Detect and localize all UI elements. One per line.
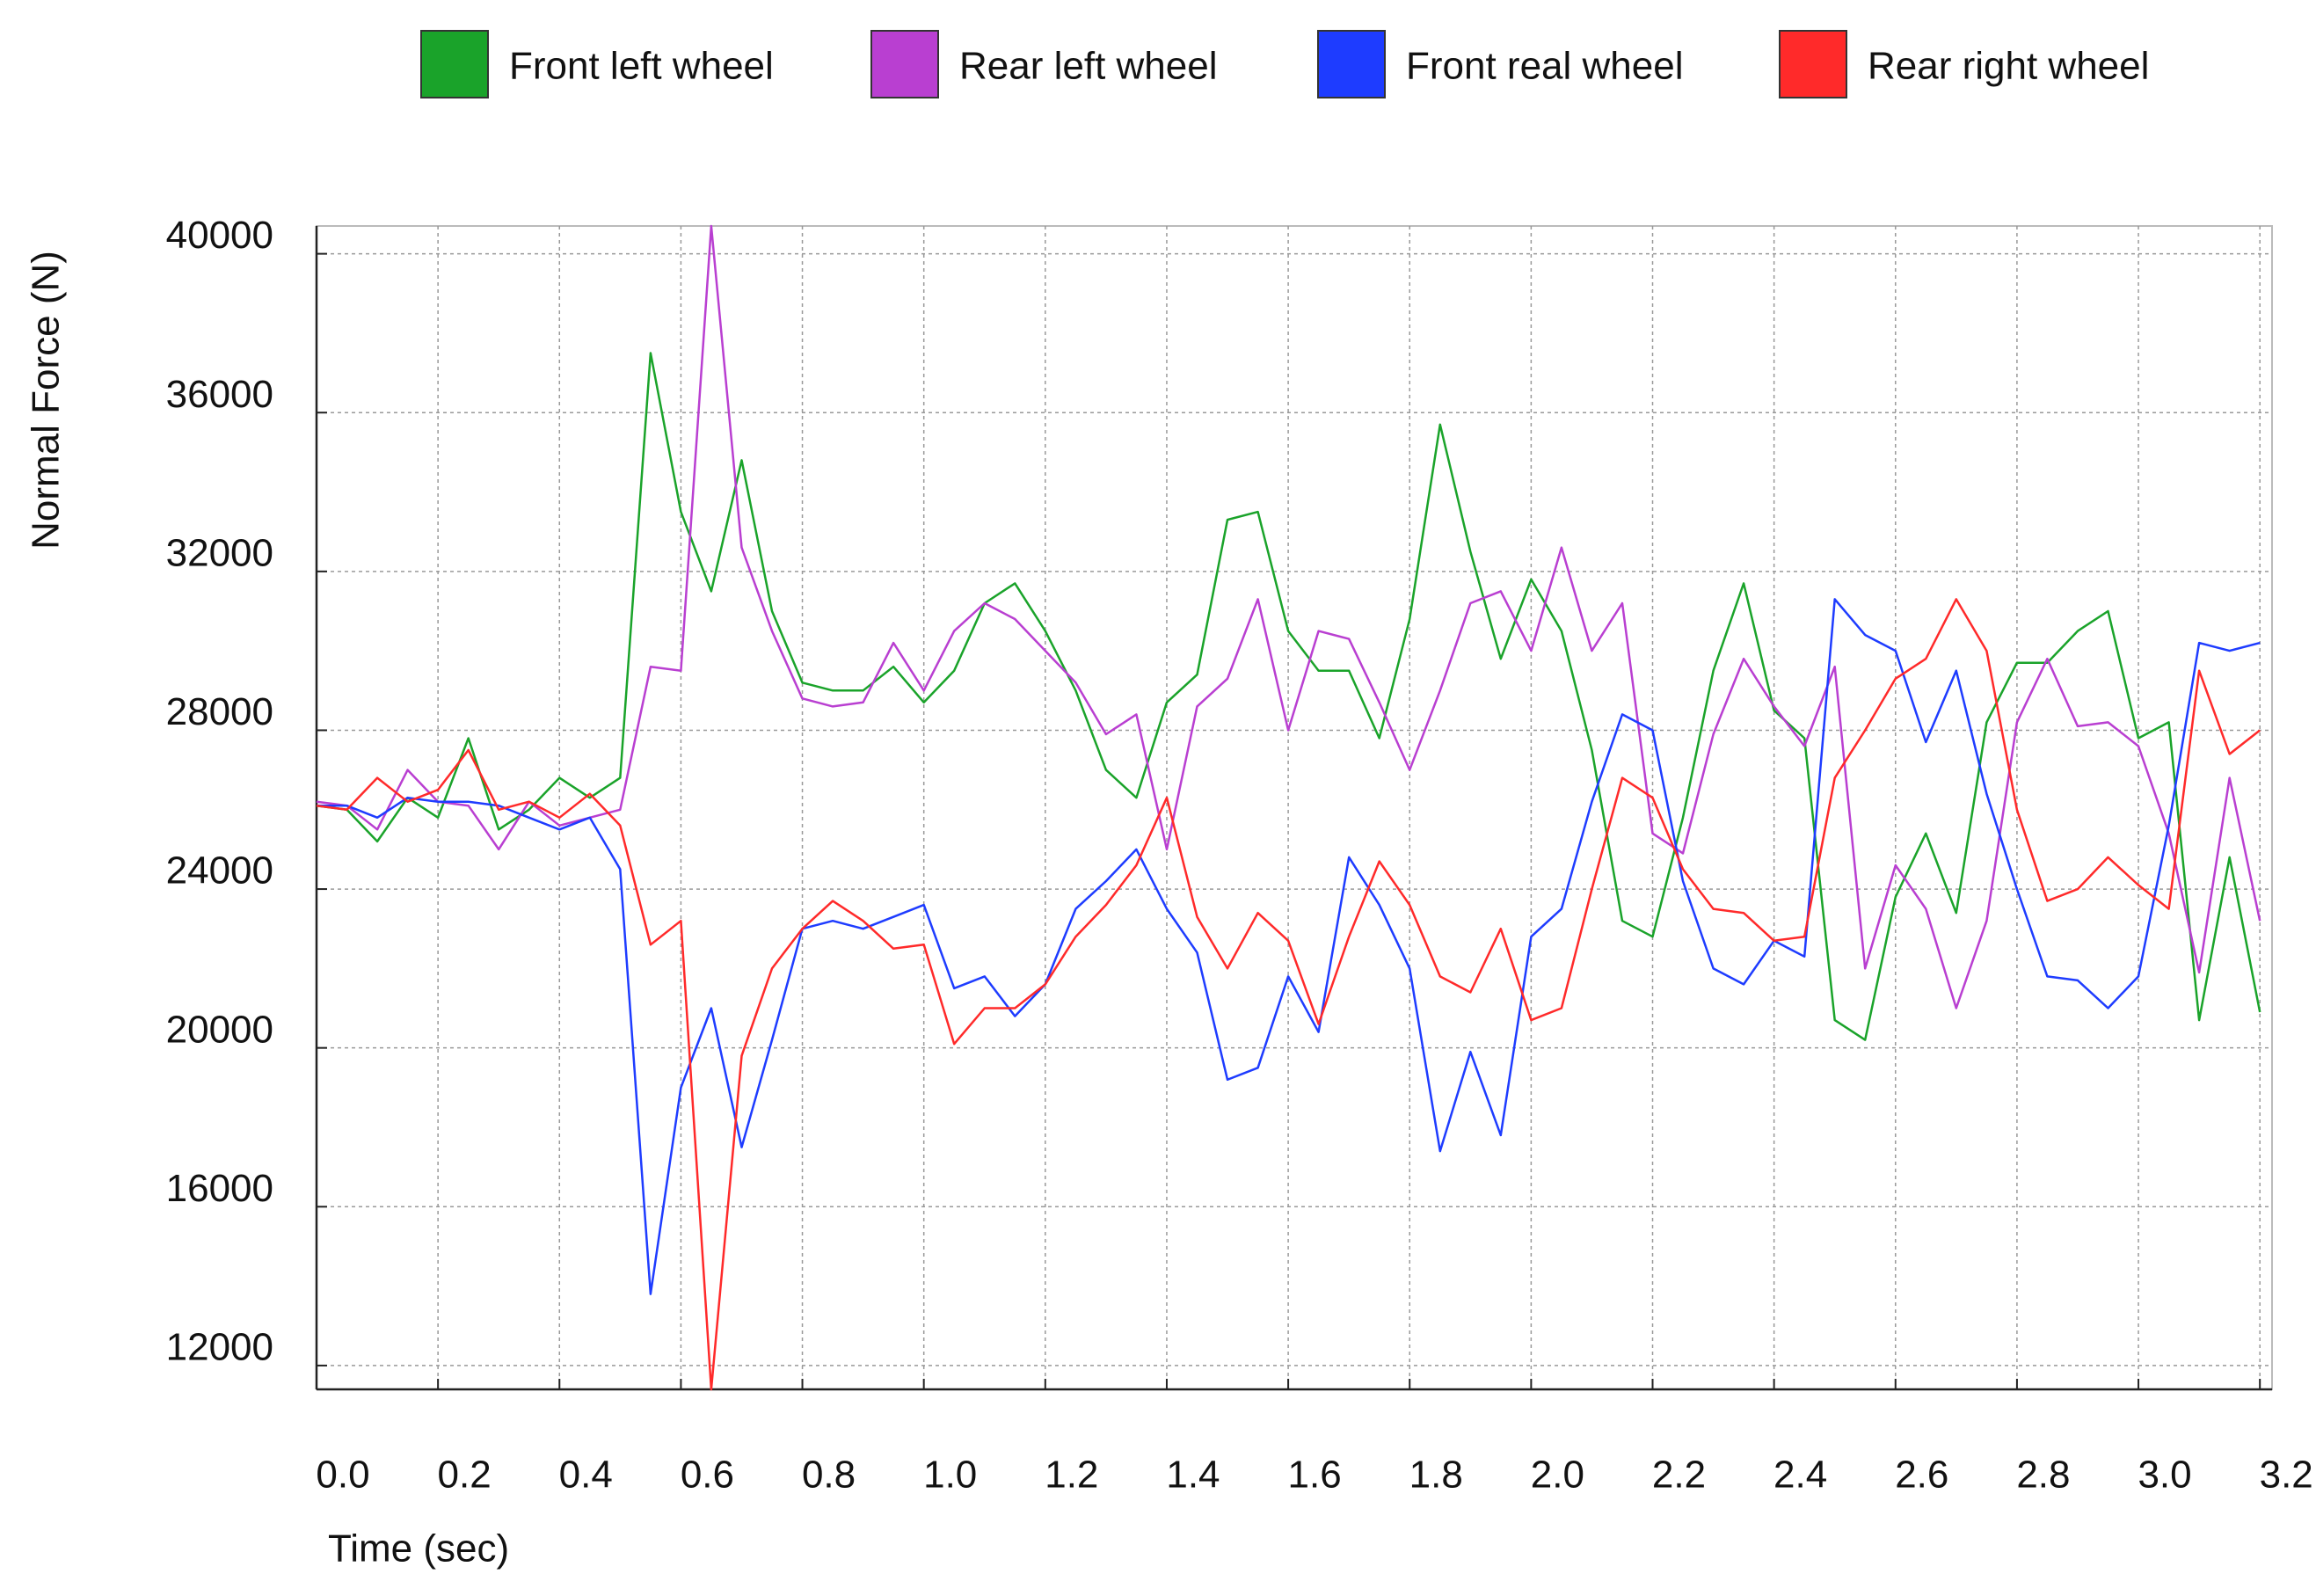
legend-swatch xyxy=(870,30,939,98)
x-tick-label: 1.2 xyxy=(1045,1454,1098,1497)
x-tick-label: 1.0 xyxy=(923,1454,977,1497)
legend-swatch xyxy=(1317,30,1386,98)
legend-label: Front real wheel xyxy=(1406,45,1683,88)
x-tick-label: 2.2 xyxy=(1652,1454,1706,1497)
x-tick-label: 2.4 xyxy=(1773,1454,1827,1497)
x-tick-label: 0.4 xyxy=(559,1454,613,1497)
series-line xyxy=(316,352,2261,1041)
x-tick-label: 0.0 xyxy=(316,1454,369,1497)
y-tick-label: 24000 xyxy=(166,849,273,893)
x-tick-label: 0.6 xyxy=(681,1454,734,1497)
plot-area xyxy=(316,225,2273,1390)
y-tick-label: 36000 xyxy=(166,373,273,416)
series-line xyxy=(316,598,2261,1391)
x-tick-label: 0.2 xyxy=(438,1454,492,1497)
series-line xyxy=(317,598,2261,1295)
y-tick-label: 16000 xyxy=(166,1167,273,1210)
legend-label: Front left wheel xyxy=(509,45,774,88)
legend-label: Rear right wheel xyxy=(1868,45,2149,88)
x-tick-label: 1.4 xyxy=(1166,1454,1220,1497)
y-tick-label: 20000 xyxy=(166,1008,273,1051)
x-tick-label: 2.0 xyxy=(1531,1454,1584,1497)
legend-swatch xyxy=(1779,30,1847,98)
legend-label: Rear left wheel xyxy=(959,45,1217,88)
x-tick-label: 3.2 xyxy=(2260,1454,2313,1497)
series-line xyxy=(316,224,2261,1009)
x-tick-label: 2.8 xyxy=(2016,1454,2070,1497)
x-tick-label: 0.8 xyxy=(802,1454,856,1497)
x-tick-label: 3.0 xyxy=(2138,1454,2191,1497)
x-tick-label: 1.6 xyxy=(1288,1454,1342,1497)
x-tick-label: 1.8 xyxy=(1409,1454,1463,1497)
y-tick-label: 32000 xyxy=(166,531,273,574)
y-tick-label: 28000 xyxy=(166,690,273,733)
y-tick-label: 12000 xyxy=(166,1326,273,1369)
legend-swatch xyxy=(420,30,489,98)
y-axis-label: Normal Force (N) xyxy=(25,251,68,550)
x-tick-label: 2.6 xyxy=(1895,1454,1948,1497)
x-axis-label: Time (sec) xyxy=(328,1527,509,1570)
y-tick-label: 40000 xyxy=(166,214,273,257)
